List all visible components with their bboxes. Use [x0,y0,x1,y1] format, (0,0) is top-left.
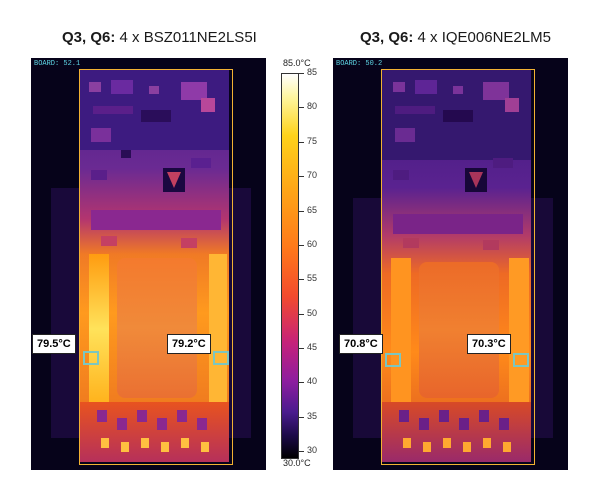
right-thermal-svg [333,58,568,470]
right-title-rest: 4 x IQE006NE2LM5 [413,29,551,46]
temperature-scale: 85.0°C 85 80 75 70 65 60 55 50 45 40 35 … [275,58,335,470]
scale-tick: 85 [298,67,318,77]
left-thermal-svg [31,58,266,470]
scale-tick: 65 [298,205,318,215]
left-board-label: BOARD: 52.1 [34,60,81,68]
left-hotspot-b-label: 79.2°C [167,334,211,354]
right-title-bold: Q3, Q6: [360,29,414,46]
scale-max-label: 85.0°C [283,58,311,68]
scale-tick: 40 [298,376,318,386]
left-panel-title: Q3, Q6: 4 x BSZ011NE2LS5I [62,29,257,46]
right-hotspot-a-marker [385,353,401,367]
left-title-bold: Q3, Q6: [62,29,116,46]
scale-tick: 60 [298,239,318,249]
scale-gradient-bar [281,73,299,459]
left-hotspot-a-label: 79.5°C [32,334,76,354]
scale-tick: 55 [298,273,318,283]
left-title-rest: 4 x BSZ011NE2LS5I [115,29,257,46]
right-roi-frame [381,69,535,465]
scale-tick: 80 [298,101,318,111]
right-thermal-image: BOARD: 50.2 70.8°C 70.3°C [333,58,568,470]
right-hotspot-b-marker [513,353,529,367]
scale-tick: 45 [298,342,318,352]
scale-tick: 35 [298,411,318,421]
scale-tick: 70 [298,170,318,180]
left-hotspot-b-marker [213,351,229,365]
left-thermal-image: BOARD: 52.1 79.5°C 79.2°C [31,58,266,470]
scale-tick: 75 [298,136,318,146]
right-hotspot-a-label: 70.8°C [339,334,383,354]
right-panel-title: Q3, Q6: 4 x IQE006NE2LM5 [360,29,551,46]
left-hotspot-a-marker [83,351,99,365]
scale-tick: 30 [298,445,318,455]
right-hotspot-b-label: 70.3°C [467,334,511,354]
right-board-label: BOARD: 50.2 [336,60,383,68]
scale-min-label: 30.0°C [283,458,311,468]
scale-tick: 50 [298,308,318,318]
left-roi-frame [79,69,233,465]
